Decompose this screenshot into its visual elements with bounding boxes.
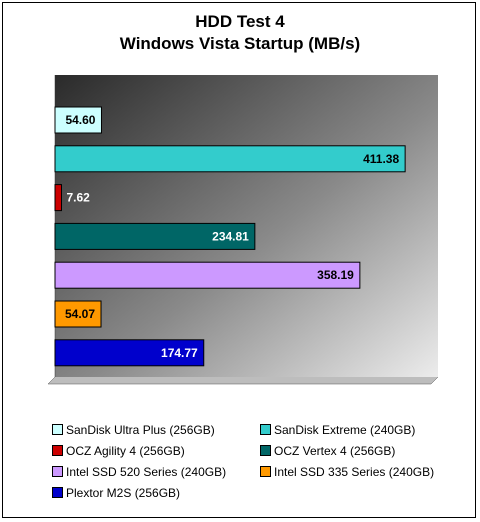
legend-swatch bbox=[260, 466, 271, 478]
legend-item-6: Plextor M2S (256GB) bbox=[52, 485, 180, 501]
bar-1 bbox=[54, 145, 406, 173]
bar-0 bbox=[54, 106, 102, 134]
plot-floor bbox=[47, 376, 439, 385]
legend-item-1: SanDisk Extreme (240GB) bbox=[260, 422, 415, 438]
bar-label-6: 174.77 bbox=[161, 346, 198, 360]
chart-title: HDD Test 4 bbox=[195, 12, 285, 31]
legend-label: OCZ Vertex 4 (256GB) bbox=[274, 444, 396, 458]
legend-swatch bbox=[52, 466, 63, 478]
legend-swatch bbox=[260, 445, 271, 457]
bar-label-2: 7.62 bbox=[66, 191, 90, 205]
legend-label: OCZ Agility 4 (256GB) bbox=[66, 444, 185, 458]
legend-label: Plextor M2S (256GB) bbox=[66, 486, 181, 500]
bar-label-1: 411.38 bbox=[363, 152, 399, 166]
legend-swatch bbox=[260, 424, 271, 436]
bar-5 bbox=[54, 300, 102, 328]
legend-label: SanDisk Extreme (240GB) bbox=[274, 423, 416, 437]
legend-label: Intel SSD 335 Series (240GB) bbox=[274, 465, 435, 479]
bar-label-0: 54.60 bbox=[65, 113, 95, 127]
bar-label-3: 234.81 bbox=[212, 229, 249, 243]
bar-6 bbox=[54, 339, 205, 367]
legend-item-2: OCZ Agility 4 (256GB) bbox=[52, 443, 185, 459]
bar-2 bbox=[54, 184, 62, 212]
bar-label-4: 358.19 bbox=[317, 268, 354, 282]
legend-item-4: Intel SSD 520 Series (240GB) bbox=[52, 464, 226, 480]
legend-swatch bbox=[52, 487, 63, 499]
bar-label-5: 54.07 bbox=[65, 307, 95, 321]
legend-item-0: SanDisk Ultra Plus (256GB) bbox=[52, 422, 215, 438]
chart-subtitle: Windows Vista Startup (MB/s) bbox=[119, 34, 361, 53]
legend-label: Intel SSD 520 Series (240GB) bbox=[66, 465, 227, 479]
bar-4 bbox=[54, 261, 361, 289]
legend-item-5: Intel SSD 335 Series (240GB) bbox=[260, 464, 434, 480]
bar-3 bbox=[54, 222, 256, 250]
legend-label: SanDisk Ultra Plus (256GB) bbox=[66, 423, 215, 437]
legend-item-3: OCZ Vertex 4 (256GB) bbox=[260, 443, 395, 459]
legend-swatch bbox=[52, 424, 63, 436]
legend-swatch bbox=[52, 445, 63, 457]
